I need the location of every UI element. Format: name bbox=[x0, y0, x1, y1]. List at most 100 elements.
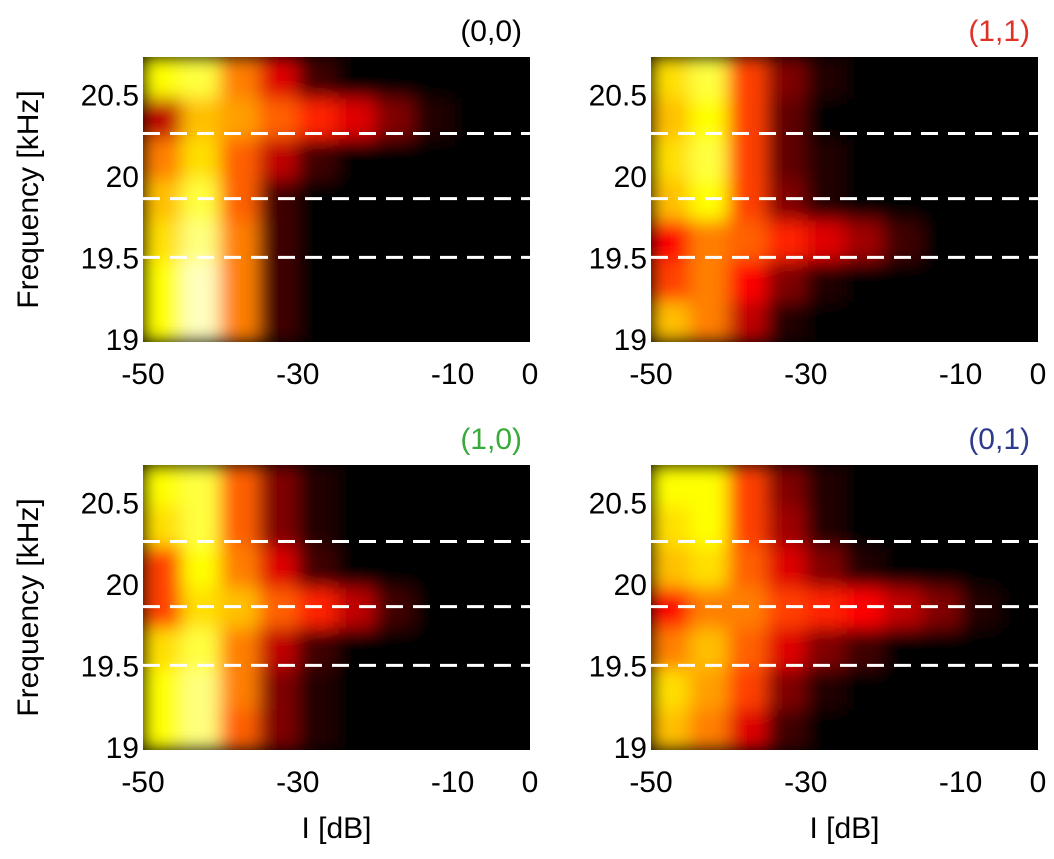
heatmap-cell bbox=[413, 260, 454, 302]
y-tick-label: 20.5 bbox=[81, 80, 139, 113]
heatmap-cell bbox=[766, 137, 807, 180]
heatmap-cell bbox=[766, 219, 807, 262]
heatmap-cell bbox=[921, 57, 962, 99]
heatmap-cell bbox=[651, 219, 691, 262]
heatmap-cell bbox=[882, 137, 923, 180]
heatmap-cell bbox=[297, 260, 337, 302]
y-tick-label: 20 bbox=[614, 569, 647, 602]
heatmap-cell bbox=[766, 708, 807, 750]
heatmap-cell bbox=[921, 668, 962, 710]
heatmap-cell bbox=[882, 465, 923, 507]
heatmap-cell bbox=[336, 260, 376, 302]
x-tick-label: -50 bbox=[629, 358, 672, 391]
heatmap-cell bbox=[336, 505, 376, 547]
heatmap-cell bbox=[258, 260, 299, 302]
heatmap-cell bbox=[651, 137, 691, 180]
heatmap-cell bbox=[143, 465, 183, 507]
heatmap-cell bbox=[374, 137, 415, 180]
x-axis-label: I [dB] bbox=[301, 812, 371, 845]
heatmap-cell bbox=[413, 708, 454, 750]
heatmap-cell bbox=[219, 505, 260, 547]
heatmap-cell bbox=[960, 137, 1000, 180]
heatmap-cell bbox=[882, 260, 923, 302]
heatmap-cell bbox=[413, 545, 454, 588]
heatmap-cell bbox=[960, 219, 1000, 262]
y-tick-label: 20 bbox=[106, 161, 139, 194]
heatmap-cell bbox=[374, 668, 415, 710]
heatmap-cell bbox=[727, 465, 768, 507]
heatmap-cell bbox=[998, 465, 1038, 507]
heatmap-cell bbox=[181, 465, 221, 507]
heatmap-cell bbox=[844, 668, 884, 710]
heatmap-cell bbox=[882, 300, 923, 342]
x-tick-label: -50 bbox=[121, 766, 164, 799]
heatmap-cell bbox=[960, 545, 1000, 588]
heatmap-cell bbox=[413, 97, 454, 139]
heatmap-cell bbox=[181, 545, 221, 588]
heatmap-cell bbox=[413, 137, 454, 180]
heatmap-cell bbox=[490, 260, 530, 302]
heatmap-cell bbox=[336, 668, 376, 710]
panel-title: (0,1) bbox=[968, 423, 1030, 456]
heatmap-cell bbox=[490, 465, 530, 507]
heatmap-cell bbox=[258, 668, 299, 710]
x-tick-label: -50 bbox=[121, 358, 164, 391]
heatmap-cell bbox=[452, 668, 492, 710]
heatmap-cell bbox=[452, 137, 492, 180]
heatmap-cell bbox=[921, 137, 962, 180]
heatmap-cell bbox=[844, 505, 884, 547]
heatmap-cell bbox=[219, 137, 260, 180]
heatmap-cell bbox=[960, 57, 1000, 99]
heatmap-cell bbox=[998, 627, 1038, 670]
heatmap-cell bbox=[374, 57, 415, 99]
heatmap-cell bbox=[844, 627, 884, 670]
y-tick-label: 19.5 bbox=[589, 650, 647, 683]
heatmap-cell bbox=[297, 627, 337, 670]
heatmap-cell bbox=[490, 708, 530, 750]
panel-title: (1,0) bbox=[460, 423, 522, 456]
x-tick-label: -10 bbox=[939, 766, 982, 799]
heatmap-cell bbox=[805, 260, 845, 302]
heatmap-cell bbox=[297, 505, 337, 547]
heatmap-cell bbox=[452, 505, 492, 547]
heatmap-cell bbox=[689, 545, 729, 588]
heatmap-cell bbox=[651, 505, 691, 547]
x-tick-label: -10 bbox=[939, 358, 982, 391]
heatmap-cell bbox=[490, 668, 530, 710]
heatmap-cell bbox=[181, 137, 221, 180]
heatmap-cell bbox=[258, 708, 299, 750]
heatmap-cell bbox=[143, 708, 183, 750]
y-tick-label: 19 bbox=[614, 324, 647, 357]
y-tick-label: 19.5 bbox=[589, 242, 647, 275]
heatmap-cell bbox=[143, 505, 183, 547]
heatmap-cell bbox=[219, 219, 260, 262]
heatmap-cell bbox=[766, 627, 807, 670]
heatmap bbox=[143, 57, 530, 342]
heatmap-cell bbox=[452, 97, 492, 139]
heatmap-cell bbox=[219, 668, 260, 710]
y-tick-label: 20 bbox=[106, 569, 139, 602]
heatmap-cell bbox=[452, 627, 492, 670]
y-tick-label: 19.5 bbox=[81, 242, 139, 275]
heatmap-cell bbox=[727, 505, 768, 547]
heatmap-cell bbox=[651, 97, 691, 139]
heatmap-cell bbox=[258, 219, 299, 262]
panel-title: (1,1) bbox=[968, 15, 1030, 48]
heatmap-cell bbox=[766, 97, 807, 139]
x-tick-label: 0 bbox=[522, 358, 539, 391]
heatmap-cell bbox=[374, 627, 415, 670]
heatmap-cell bbox=[689, 465, 729, 507]
y-tick-label: 20 bbox=[614, 161, 647, 194]
heatmap-cell bbox=[181, 627, 221, 670]
heatmap-cell bbox=[998, 708, 1038, 750]
heatmap-cell bbox=[766, 545, 807, 588]
heatmap-cell bbox=[805, 219, 845, 262]
heatmap-cell bbox=[651, 627, 691, 670]
heatmap-cell bbox=[181, 505, 221, 547]
heatmap-cell bbox=[452, 260, 492, 302]
x-tick-label: -10 bbox=[431, 766, 474, 799]
plot-area bbox=[143, 57, 530, 342]
heatmap-cell bbox=[960, 97, 1000, 139]
heatmap-cell bbox=[297, 545, 337, 588]
heatmap-cell bbox=[998, 300, 1038, 342]
